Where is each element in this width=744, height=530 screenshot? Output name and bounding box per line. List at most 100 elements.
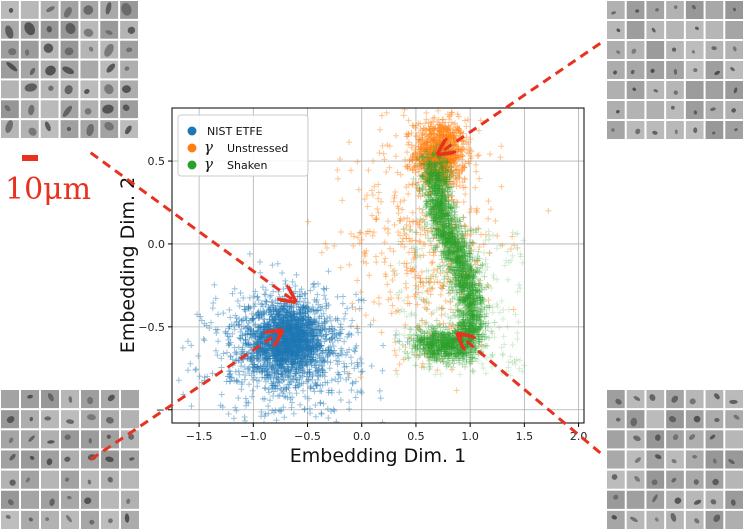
cell-tile [665, 20, 685, 40]
cell-particle [693, 127, 698, 134]
point-unstressed [422, 178, 429, 185]
cell-particle [651, 27, 656, 33]
point-unstressed [440, 126, 447, 133]
cell-tile [19, 59, 40, 80]
point-unstressed [416, 173, 423, 180]
cell-particle [671, 395, 679, 403]
cell-tile [704, 409, 725, 430]
cell-tile [684, 0, 705, 20]
point-unstressed [451, 156, 458, 163]
cell-tile [606, 509, 626, 530]
cell-particle [671, 47, 677, 52]
point-unstressed [413, 156, 420, 163]
point-unstressed [417, 152, 424, 159]
point-unstressed [432, 163, 439, 170]
cell-tile [724, 469, 744, 490]
cell-particle [48, 85, 54, 91]
point-unstressed [456, 125, 463, 132]
point-unstressed [430, 171, 437, 178]
cell-tile [60, 429, 80, 450]
point-unstressed [428, 138, 435, 145]
cell-particle [124, 513, 130, 523]
cell-tile [20, 469, 40, 490]
point-unstressed [445, 123, 452, 130]
cell-particle [62, 66, 74, 75]
cell-tile [40, 469, 60, 490]
point-unstressed [423, 146, 430, 153]
cell-particle [616, 28, 621, 33]
cell-tile [60, 469, 80, 490]
cell-particle [671, 477, 677, 483]
cell-particle [732, 46, 737, 52]
point-unstressed [439, 160, 446, 167]
cell-particle [615, 398, 622, 405]
cell-particle [125, 125, 132, 135]
cell-particle [102, 104, 114, 114]
cell-tile [625, 20, 646, 40]
cell-tile [79, 79, 100, 100]
cell-particle [65, 514, 72, 523]
cell-tile [684, 80, 705, 100]
cell-tile [80, 509, 100, 530]
cell-particle [633, 396, 641, 401]
cell-particle [45, 65, 56, 76]
cell-tile [704, 389, 725, 410]
cell-particle [635, 128, 641, 135]
point-unstressed [411, 150, 418, 157]
point-nist-etfe [227, 442, 233, 448]
cell-particle [613, 494, 619, 500]
point-unstressed [429, 125, 436, 132]
cell-particle [713, 514, 721, 523]
cell-particle [28, 435, 35, 442]
point-nist-etfe [282, 432, 288, 438]
cell-particle [44, 121, 51, 132]
cell-tile [99, 19, 120, 40]
cell-tile [684, 429, 705, 450]
point-unstressed [427, 149, 434, 156]
cell-particle [5, 25, 14, 39]
point-unstressed [419, 131, 426, 138]
cells-top-left [0, 0, 140, 140]
point-unstressed [419, 127, 426, 134]
point-unstressed [418, 141, 425, 148]
point-unstressed [419, 160, 426, 167]
cell-particle [691, 50, 695, 54]
point-unstressed [436, 127, 443, 134]
point-unstressed [426, 164, 433, 171]
point-unstressed [435, 125, 442, 132]
point-unstressed [458, 93, 464, 99]
point-nist-etfe [232, 439, 238, 445]
cell-particle [655, 8, 659, 12]
cell-tile [60, 409, 80, 430]
cell-particle [6, 416, 15, 424]
cell-particle [64, 47, 74, 56]
point-nist-etfe [282, 427, 288, 433]
point-nist-etfe [282, 427, 288, 433]
point-unstressed [440, 159, 447, 166]
cell-particle [106, 434, 111, 439]
point-unstressed [430, 98, 436, 104]
point-unstressed [446, 178, 453, 185]
cell-particle [104, 84, 114, 95]
point-unstressed [442, 124, 449, 131]
cell-tile [606, 409, 626, 430]
point-unstressed [424, 139, 431, 146]
point-unstressed [435, 121, 442, 128]
cell-particle [106, 63, 116, 73]
cell-tile [606, 469, 626, 490]
cell-particle [89, 519, 95, 525]
cell-particle [84, 497, 92, 505]
cell-particle [631, 48, 637, 54]
cell-tile [645, 409, 666, 430]
point-unstressed [427, 149, 434, 156]
point-unstressed [427, 160, 434, 167]
cell-particle [105, 456, 114, 463]
cell-tile [606, 60, 626, 80]
point-unstressed [428, 176, 435, 183]
point-nist-etfe [273, 439, 279, 445]
point-unstressed [460, 146, 467, 153]
cell-particle [634, 457, 641, 463]
point-unstressed [447, 169, 454, 176]
cell-particle [107, 476, 113, 483]
cell-particle [632, 87, 637, 91]
